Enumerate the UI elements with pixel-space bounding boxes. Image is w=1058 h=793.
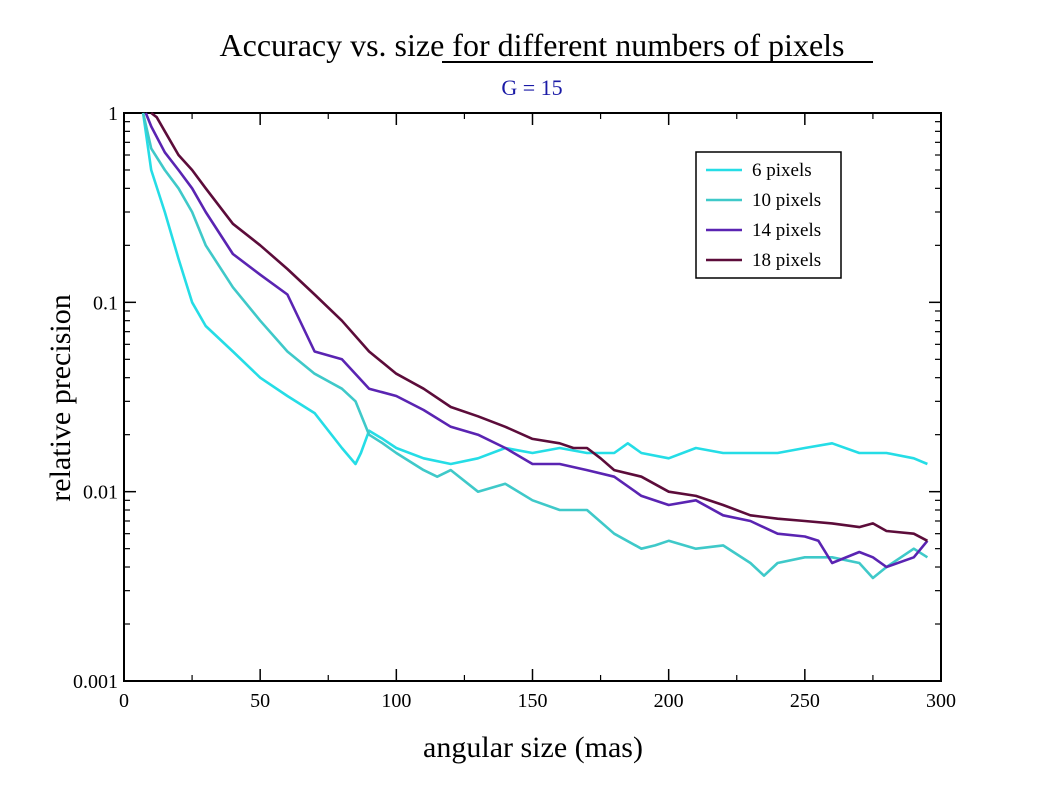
legend-label-1: 6 pixels	[752, 160, 812, 181]
plot-area: 0 50 100 150 200 250 300 0.001 0.01 0.1 1 6 pixels 1…	[73, 103, 956, 712]
y-tick-label: 1	[108, 103, 118, 125]
series-line-1	[141, 112, 928, 466]
x-tick-label: 300	[926, 690, 956, 712]
x-tick-label: 100	[381, 690, 411, 712]
x-tick-label: 0	[119, 690, 129, 712]
series-line-4	[150, 111, 929, 542]
series-line-2	[141, 112, 929, 580]
legend-box	[695, 151, 842, 279]
y-tick-label: 0.001	[73, 671, 118, 693]
x-tick-label: 250	[790, 690, 820, 712]
x-tick-label: 200	[654, 690, 684, 712]
chart-title: Accuracy vs. size for different numbers …	[220, 27, 845, 63]
legend-label-3: 14 pixels	[752, 220, 821, 241]
x-axis-label: angular size (mas)	[423, 731, 643, 764]
legend-label-2: 10 pixels	[752, 190, 821, 211]
series-line-3	[144, 112, 929, 569]
y-tick-label: 0.1	[93, 292, 118, 314]
x-tick-label: 150	[518, 690, 548, 712]
x-tick-label: 50	[250, 690, 270, 712]
y-axis-label: relative precision	[44, 294, 77, 501]
y-tick-label: 0.01	[83, 482, 118, 504]
chart-subtitle: G = 15	[501, 75, 562, 100]
legend-label-4: 18 pixels	[752, 250, 821, 271]
